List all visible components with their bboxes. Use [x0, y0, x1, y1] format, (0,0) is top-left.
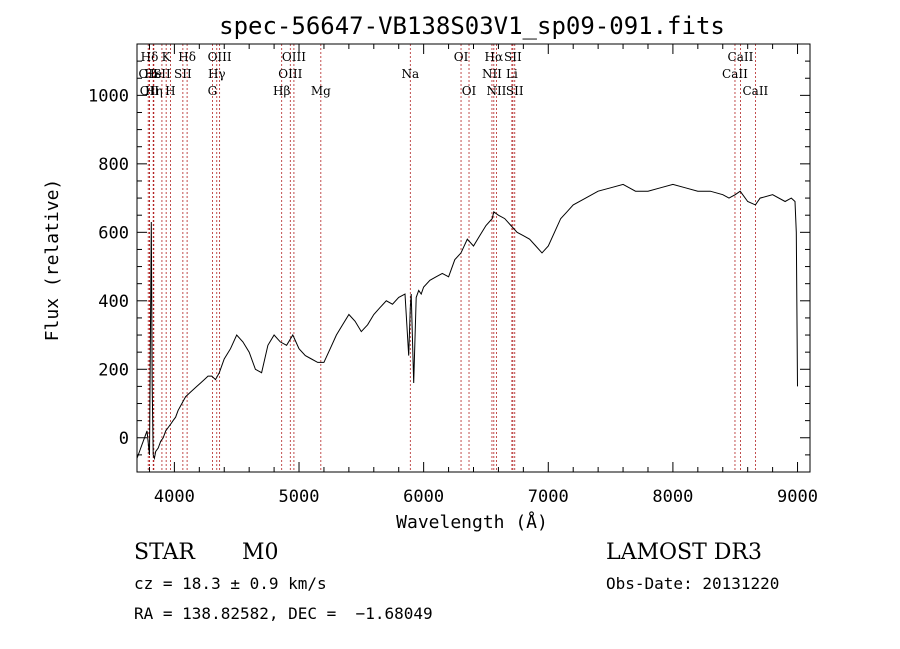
x-axis-ticks: 4000 5000 6000 7000 8000 9000: [148, 44, 818, 507]
spectral-line-label: NII: [482, 67, 502, 81]
plot-frame: [136, 43, 811, 473]
spectral-line-label: OI: [462, 84, 477, 98]
chart-title: spec-56647-VB138S03V1_sp09-091.fits: [219, 12, 725, 40]
spectral-line-label: Hγ: [208, 67, 226, 81]
spectral-line-label: OII: [140, 84, 160, 98]
spectral-line-label: CaII: [728, 50, 754, 64]
spectral-line-label: SII: [174, 67, 192, 81]
spectral-line-label: Hδ: [141, 50, 159, 64]
x-tick-label: 9000: [777, 487, 818, 507]
spectral-line-label: OIII: [282, 50, 306, 64]
spectrum-chart: spec-56647-VB138S03V1_sp09-091.fits Hδ OI…: [42, 12, 818, 533]
spectral-line-label: OI: [454, 50, 469, 64]
sky-coordinates: RA = 138.82582, DEC = −1.68049: [134, 604, 433, 623]
spectral-line-label: H: [165, 84, 175, 98]
spectral-line-label: SII: [153, 67, 171, 81]
spectral-line-label: K: [162, 50, 172, 64]
spectral-line-label: OIII: [278, 67, 302, 81]
spectral-line-markers: [147, 44, 756, 472]
spectral-line-label: Mg: [311, 84, 331, 98]
x-tick-label: 8000: [652, 487, 693, 507]
y-axis-ticks: 0 200 400 600 800 1000: [88, 60, 810, 473]
spectral-line-label: OII: [139, 67, 159, 81]
y-tick-label: 600: [98, 223, 129, 243]
spectral-line-label: Hα: [485, 50, 504, 64]
observation-date: Obs-Date: 20131220: [606, 574, 780, 593]
y-tick-label: 0: [119, 429, 129, 449]
spectral-line-label: G: [208, 84, 218, 98]
x-tick-label: 5000: [279, 487, 320, 507]
x-tick-label: 6000: [403, 487, 444, 507]
y-axis-label: Flux (relative): [42, 179, 63, 342]
y-tick-label: 1000: [88, 86, 129, 106]
spectral-line-label: Hδ: [178, 50, 196, 64]
x-tick-label: 7000: [528, 487, 569, 507]
spectrum-series-line: [136, 183, 798, 461]
y-tick-label: 800: [98, 155, 129, 175]
spectral-line-label: Hη: [145, 84, 163, 98]
spectral-line-label: Li: [506, 67, 518, 81]
spectral-line-label: SII: [504, 50, 522, 64]
spectral-line-label: He: [144, 67, 162, 81]
spectral-line-label: Hβ: [273, 84, 290, 98]
spectral-line-label: CaII: [722, 67, 748, 81]
object-subclass: M0: [242, 540, 279, 565]
spectral-line-label: Na: [401, 67, 419, 81]
y-tick-label: 400: [98, 292, 129, 312]
spectral-line-label: OIII: [208, 50, 232, 64]
x-axis-label: Wavelength (Å): [396, 511, 548, 533]
survey-name: LAMOST DR3: [606, 540, 762, 565]
object-class: STAR: [134, 540, 195, 565]
x-tick-label: 4000: [154, 487, 195, 507]
redshift-value: cz = 18.3 ± 0.9 km/s: [134, 574, 327, 593]
spectral-line-label: NII: [486, 84, 506, 98]
y-tick-label: 200: [98, 360, 129, 380]
spectral-line-label: SII: [506, 84, 524, 98]
spectral-line-label: CaII: [742, 84, 768, 98]
